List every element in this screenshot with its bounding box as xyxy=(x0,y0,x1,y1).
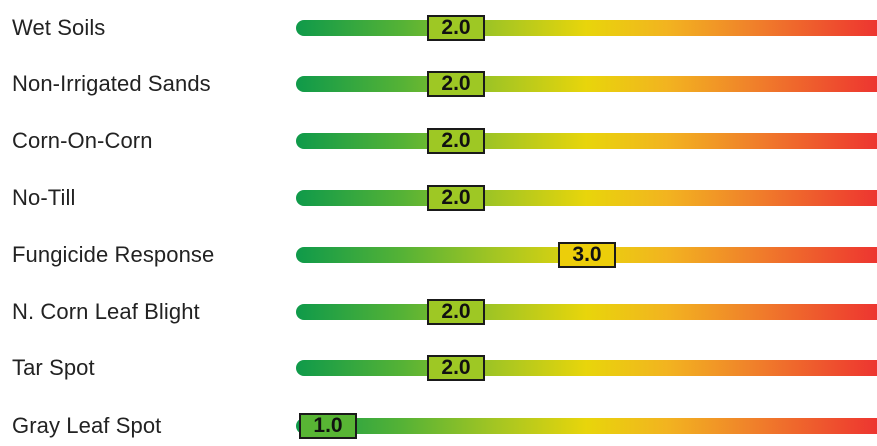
rating-row: Fungicide Response 3.0 xyxy=(0,235,877,275)
rating-value-badge: 1.0 xyxy=(299,413,357,439)
rating-row: Corn-On-Corn 2.0 xyxy=(0,121,877,161)
rating-row: N. Corn Leaf Blight 2.0 xyxy=(0,292,877,332)
rating-scale-bar xyxy=(296,304,877,320)
rating-scale-bar xyxy=(296,418,877,434)
rating-label: Tar Spot xyxy=(12,355,95,380)
rating-value-badge: 2.0 xyxy=(427,299,485,325)
rating-label: Gray Leaf Spot xyxy=(12,413,162,438)
rating-scale-bar xyxy=(296,360,877,376)
rating-value-badge: 3.0 xyxy=(558,242,616,268)
rating-label: N. Corn Leaf Blight xyxy=(12,299,200,324)
rating-value-badge: 2.0 xyxy=(427,15,485,41)
rating-scale-bar xyxy=(296,190,877,206)
rating-label: Fungicide Response xyxy=(12,242,215,267)
rating-label: Non-Irrigated Sands xyxy=(12,71,211,96)
rating-label: Wet Soils xyxy=(12,15,106,40)
rating-value-badge: 2.0 xyxy=(427,71,485,97)
rating-value-badge: 2.0 xyxy=(427,355,485,381)
rating-row: No-Till 2.0 xyxy=(0,178,877,218)
rating-label: Corn-On-Corn xyxy=(12,128,153,153)
rating-label: No-Till xyxy=(12,185,76,210)
rating-scale-bar xyxy=(296,76,877,92)
rating-row: Non-Irrigated Sands 2.0 xyxy=(0,64,877,104)
rating-value-badge: 2.0 xyxy=(427,128,485,154)
rating-row: Tar Spot 2.0 xyxy=(0,348,877,388)
rating-row: Gray Leaf Spot 1.0 xyxy=(0,406,877,446)
rating-row: Wet Soils 2.0 xyxy=(0,8,877,48)
rating-value-badge: 2.0 xyxy=(427,185,485,211)
rating-scale-bar xyxy=(296,20,877,36)
rating-scale-bar xyxy=(296,133,877,149)
